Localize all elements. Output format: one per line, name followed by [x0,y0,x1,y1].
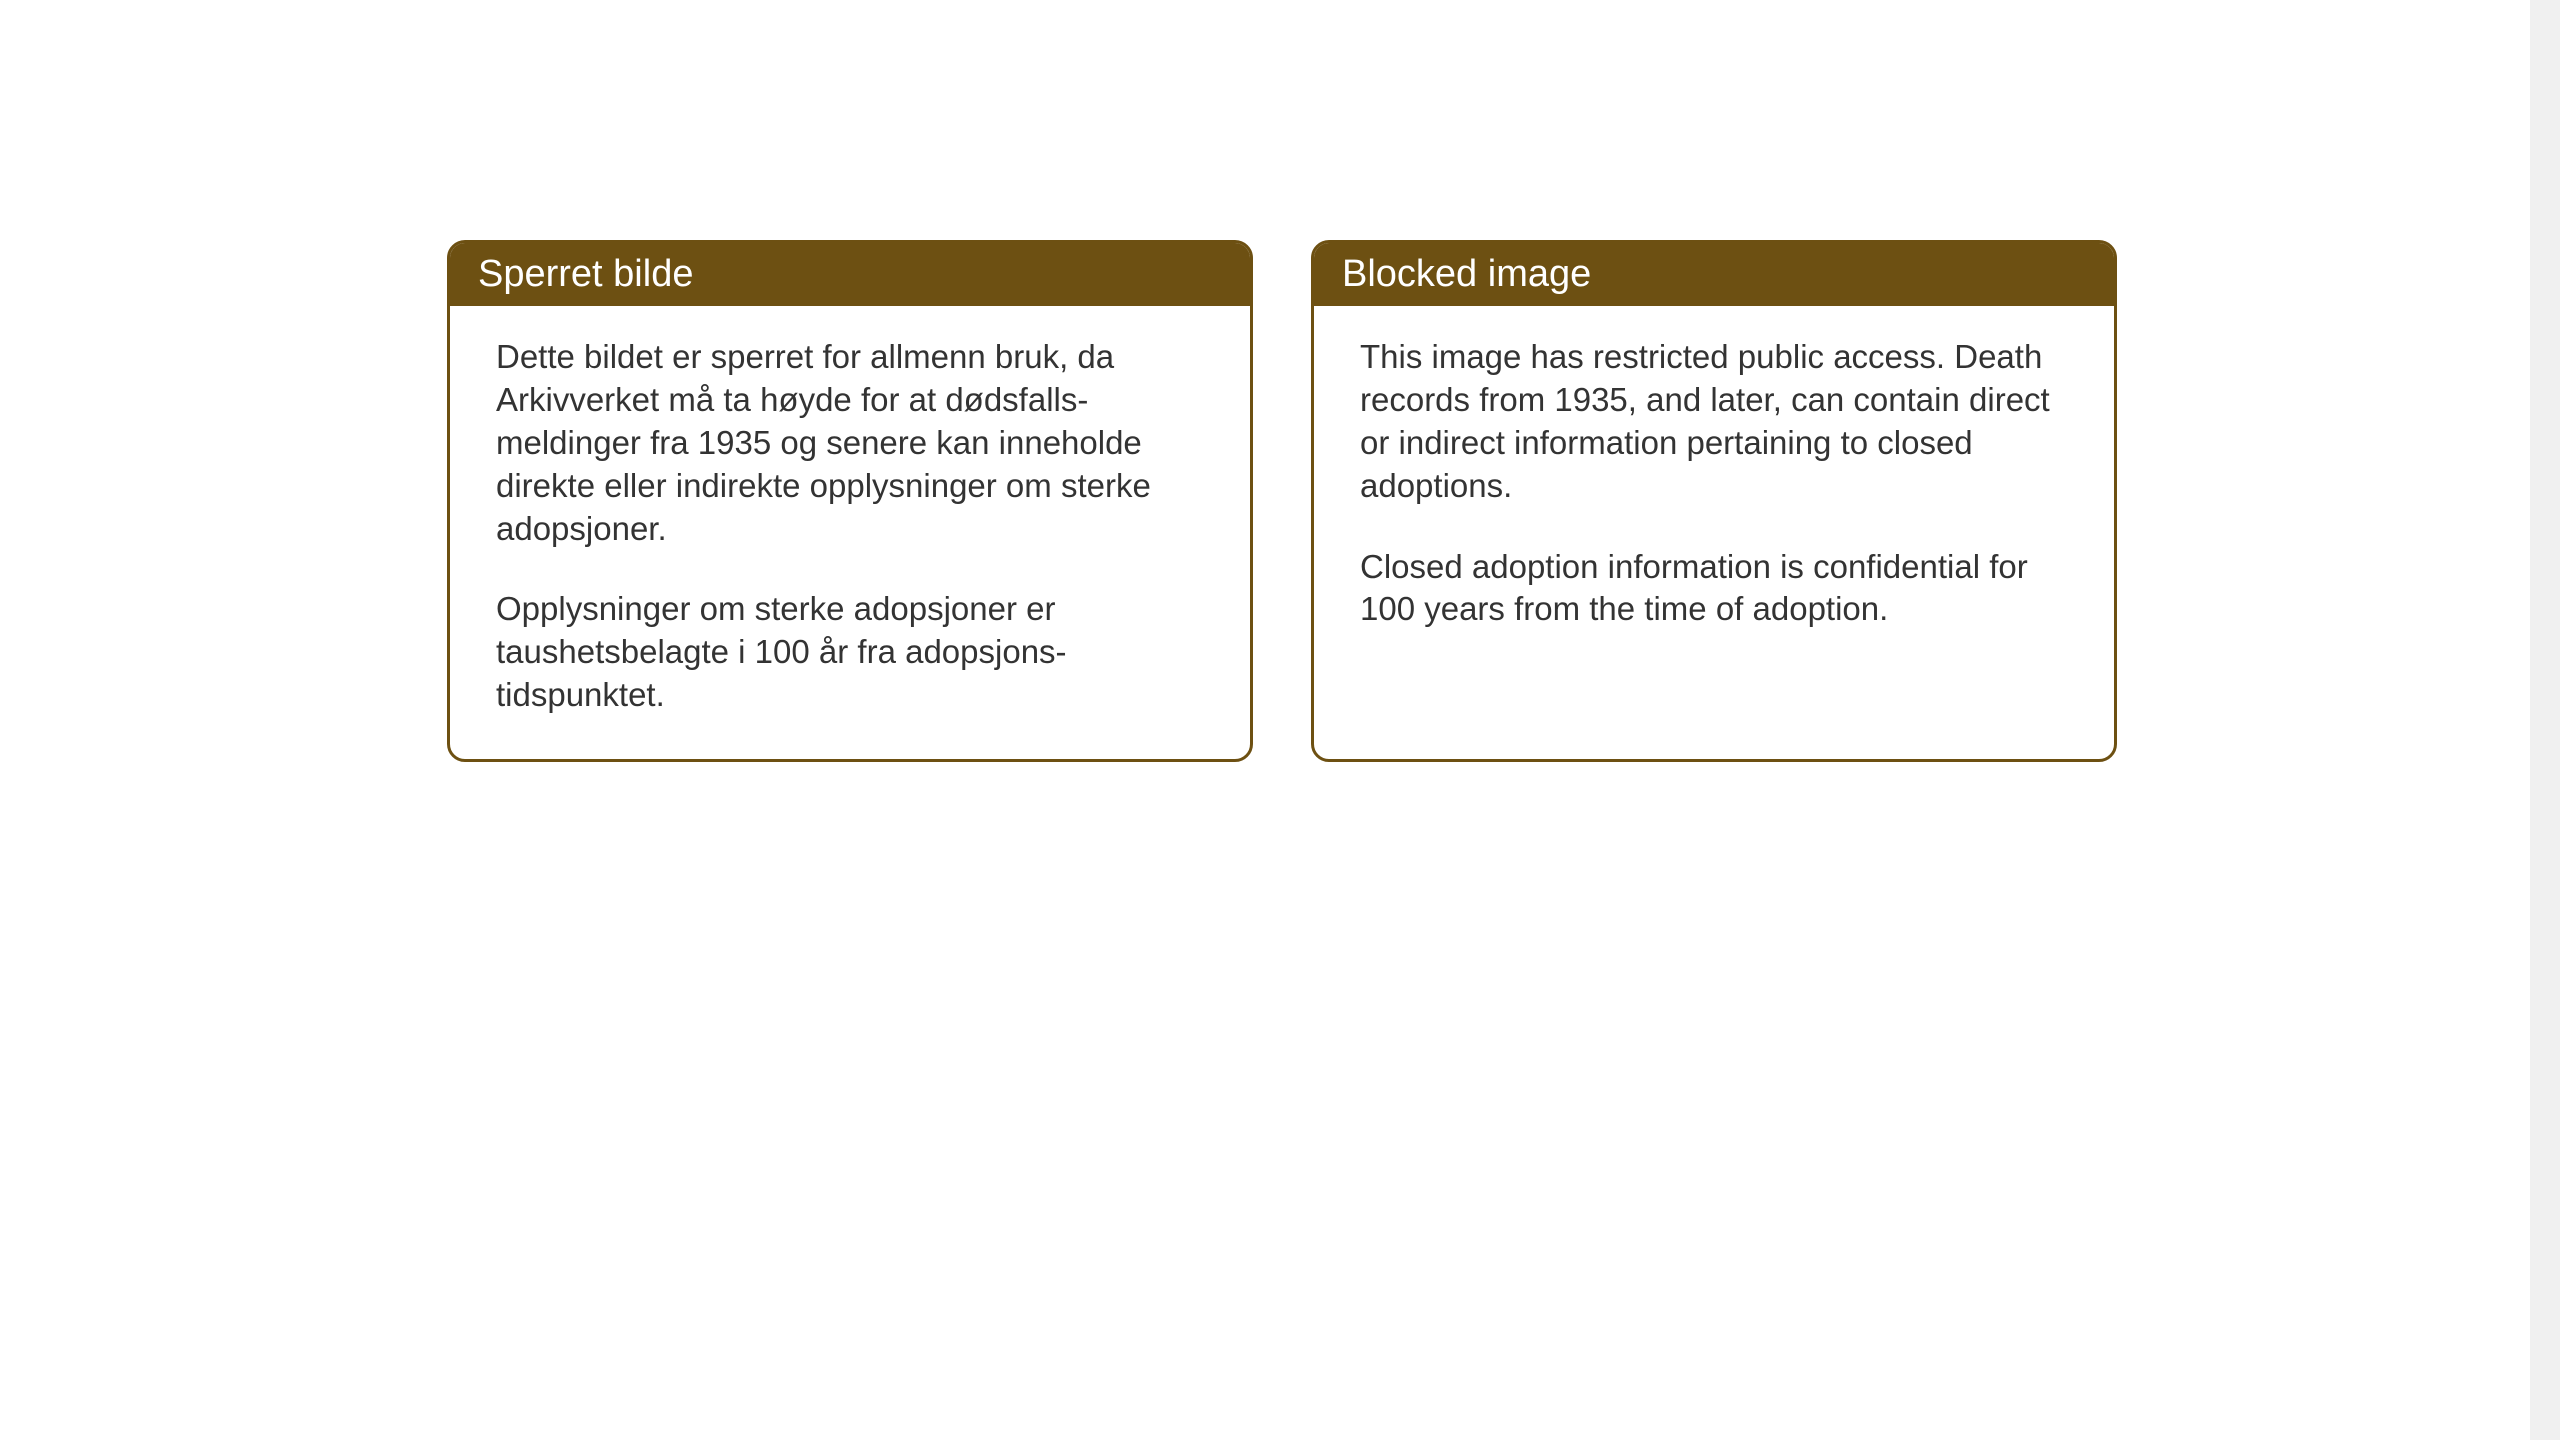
norwegian-notice-title: Sperret bilde [450,243,1250,306]
english-notice-title: Blocked image [1314,243,2114,306]
scrollbar-track[interactable] [2530,0,2560,1440]
english-notice-card: Blocked image This image has restricted … [1311,240,2117,762]
norwegian-notice-card: Sperret bilde Dette bildet er sperret fo… [447,240,1253,762]
notice-container: Sperret bilde Dette bildet er sperret fo… [0,0,2560,762]
english-paragraph-2: Closed adoption information is confident… [1360,546,2068,632]
norwegian-notice-body: Dette bildet er sperret for allmenn bruk… [450,306,1250,759]
english-notice-body: This image has restricted public access.… [1314,306,2114,673]
norwegian-paragraph-2: Opplysninger om sterke adopsjoner er tau… [496,588,1204,717]
english-paragraph-1: This image has restricted public access.… [1360,336,2068,508]
norwegian-paragraph-1: Dette bildet er sperret for allmenn bruk… [496,336,1204,550]
